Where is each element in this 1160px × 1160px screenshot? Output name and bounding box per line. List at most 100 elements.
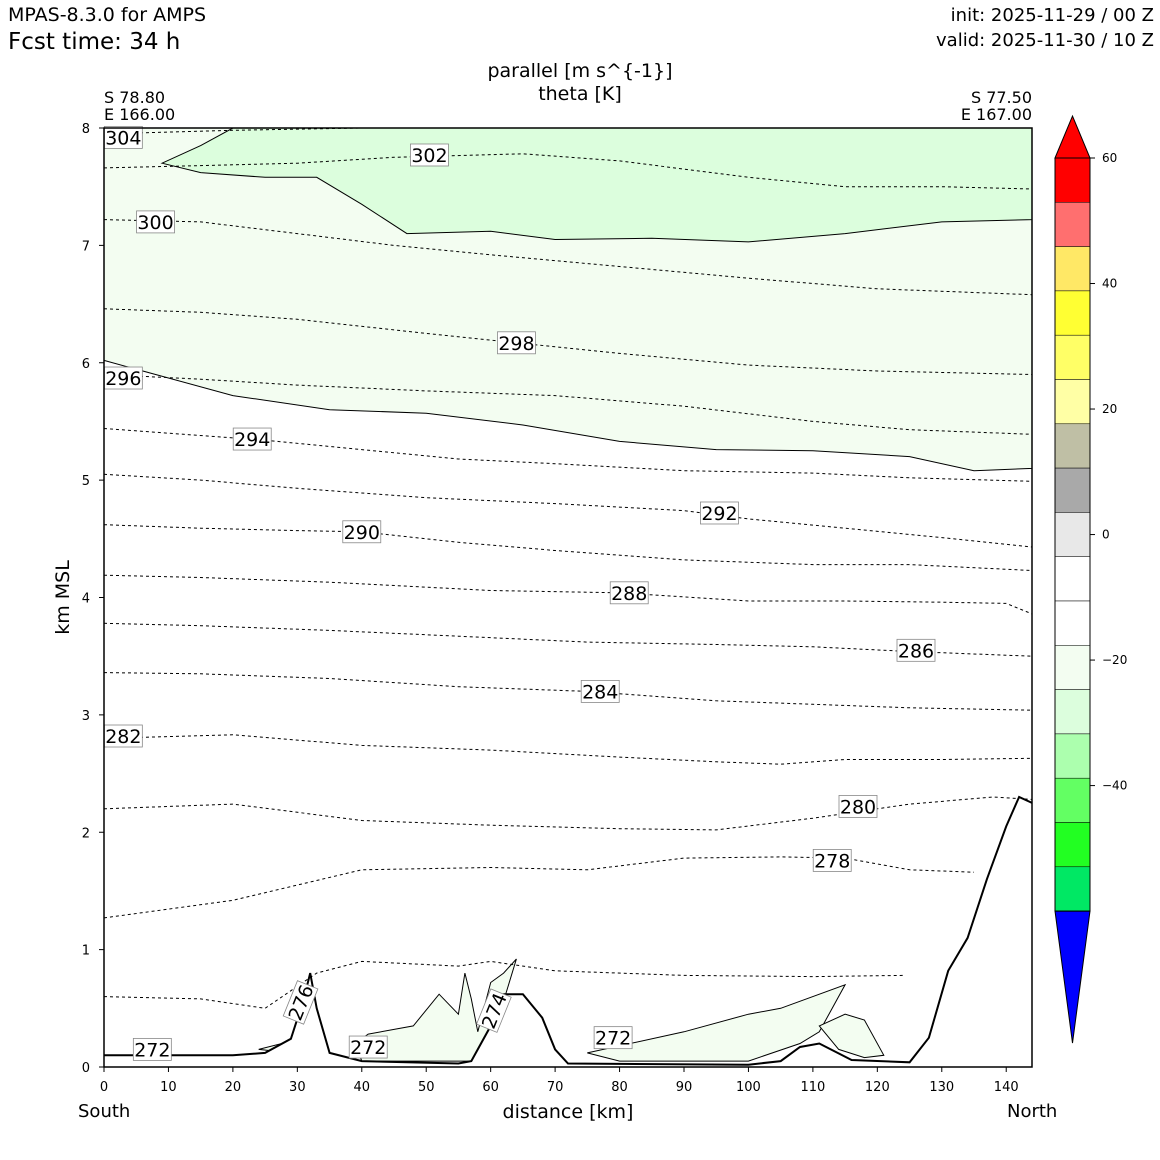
colorbar-segment-17 — [1054, 866, 1091, 912]
south-endpoint-lon: E 166.00 — [104, 105, 176, 124]
theta-isoline-296 — [103, 374, 1033, 435]
colorbar-segment-14 — [1054, 733, 1091, 779]
y-tick-label: 2 — [82, 826, 90, 841]
colorbar-segment-6 — [1054, 379, 1091, 425]
south-endpoint-lat: S 78.80 — [104, 88, 166, 107]
theta-label-text: 304 — [105, 127, 141, 149]
theta-label-280-13: 280 — [838, 795, 878, 818]
theta-label-text: 280 — [840, 796, 876, 818]
theta-labels-layer: 304 302 300 298 296 294 292 290 288 286 284 282 280 2… — [103, 125, 936, 1061]
colorbar-segment-8 — [1054, 467, 1091, 513]
theta-label-box — [812, 849, 852, 872]
theta-label-302-2: 302 — [410, 143, 449, 167]
theta-label-292-7: 292 — [700, 501, 739, 525]
chart-title-parallel: parallel [m s^{-1}] — [487, 60, 673, 82]
theta-isoline-290 — [103, 524, 1033, 571]
theta-label-text: 298 — [498, 333, 534, 355]
theta-isoline-286 — [103, 622, 1033, 657]
theta-label-290-8: 290 — [342, 520, 382, 544]
colorbar-top-extension — [1054, 114, 1091, 159]
theta-label-box — [476, 988, 512, 1033]
wind-shading-layer — [103, 127, 1033, 1062]
y-tick-label: 4 — [82, 592, 90, 607]
theta-label-text: 290 — [344, 522, 380, 544]
theta-label-box — [232, 427, 272, 451]
colorbar-tick-label: 0 — [1102, 528, 1110, 542]
x-tick-label: 110 — [800, 1080, 825, 1095]
terrain-mask — [104, 797, 1032, 1067]
north-endpoint-lat: S 77.50 — [970, 88, 1032, 107]
theta-label-296-5: 296 — [103, 366, 143, 390]
colorbar-bottom-extension — [1054, 910, 1091, 1044]
colorbar-segment-5 — [1054, 334, 1091, 380]
theta-isoline-300 — [103, 219, 1033, 296]
colorbar-segment-1 — [1054, 157, 1091, 203]
x-tick-label: 80 — [611, 1080, 628, 1095]
x-axis-label: distance [km] — [503, 1101, 634, 1123]
north-label: North — [1007, 1101, 1058, 1122]
model-name: MPAS-8.3.0 for AMPS — [8, 4, 207, 26]
y-tick-label: 8 — [82, 122, 90, 137]
theta-isoline-292 — [103, 473, 1033, 548]
theta-label-box — [136, 210, 175, 234]
init-time: init: 2025-11-29 / 00 Z — [950, 5, 1154, 26]
colorbar-tick-label: 60 — [1102, 151, 1117, 165]
colorbar-segment-15 — [1054, 777, 1091, 823]
theta-label-text: 278 — [814, 850, 850, 872]
theta-label-box — [282, 980, 319, 1025]
theta-label-text: 272 — [350, 1037, 386, 1059]
theta-isoline-278 — [103, 856, 975, 919]
colorbar-segment-3 — [1054, 246, 1091, 292]
theta-label-box — [838, 795, 878, 818]
colorbar-segment-10 — [1054, 556, 1091, 602]
x-tick-label: 140 — [994, 1080, 1019, 1095]
theta-label-box — [497, 331, 536, 355]
theta-label-272-19: 272 — [593, 1026, 633, 1050]
theta-label-text: 286 — [898, 640, 934, 662]
theta-label-box — [410, 143, 449, 167]
axes-layer: 0 10 20 30 40 50 60 70 80 90 100 110 120 130 140 0 1 2 3 4 5… — [82, 122, 1019, 1095]
theta-label-286-10: 286 — [896, 638, 936, 662]
theta-label-284-11: 284 — [580, 680, 620, 703]
colorbar-segment-2 — [1054, 202, 1091, 247]
theta-label-box — [609, 581, 649, 605]
colorbar-tick-label: 20 — [1102, 402, 1117, 416]
colorbar-segment-12 — [1054, 645, 1091, 690]
y-tick-label: 5 — [82, 474, 90, 489]
colorbar: 60 40 20 0 −20 −40 — [1054, 114, 1127, 1044]
theta-label-300-3: 300 — [136, 210, 175, 234]
theta-isoline-298 — [103, 308, 1033, 375]
theta-label-box — [348, 1035, 388, 1059]
forecast-time: Fcst time: 34 h — [8, 29, 181, 55]
colorbar-tick-label: −40 — [1102, 779, 1127, 793]
theta-label-298-4: 298 — [497, 331, 536, 355]
x-tick-label: 60 — [482, 1080, 499, 1095]
theta-label-272-17: 272 — [132, 1037, 172, 1061]
theta-isoline-280 — [103, 796, 1033, 831]
colorbar-tick-label: −20 — [1102, 653, 1127, 667]
theta-label-box — [700, 501, 739, 525]
theta-label-box — [132, 1037, 172, 1061]
wind-region-5 — [587, 983, 847, 1062]
theta-isoline-284 — [103, 672, 1033, 711]
colorbar-segment-4 — [1054, 290, 1091, 336]
north-endpoint-coords: S 77.50 E 167.00 — [961, 89, 1032, 123]
x-tick-label: 50 — [418, 1080, 435, 1095]
colorbar-segment-13 — [1054, 689, 1091, 735]
wind-region-6 — [818, 1013, 885, 1059]
x-tick-label: 120 — [865, 1080, 890, 1095]
chart-title-theta: theta [K] — [538, 83, 622, 105]
colorbar-tick-label: 40 — [1102, 277, 1117, 291]
theta-isoline-274 — [103, 960, 904, 1009]
colorbar-segment-7 — [1054, 423, 1091, 469]
y-tick-label: 6 — [82, 357, 90, 372]
terrain-layer — [104, 795, 1033, 1067]
y-axis-label: km MSL — [52, 560, 74, 635]
valid-time: valid: 2025-11-30 / 10 Z — [936, 30, 1154, 51]
theta-isoline-294 — [103, 428, 1033, 482]
x-tick-label: 90 — [676, 1080, 693, 1095]
theta-label-box — [896, 638, 936, 662]
theta-label-box — [342, 520, 382, 544]
south-endpoint-coords: S 78.80 E 166.00 — [104, 89, 175, 123]
